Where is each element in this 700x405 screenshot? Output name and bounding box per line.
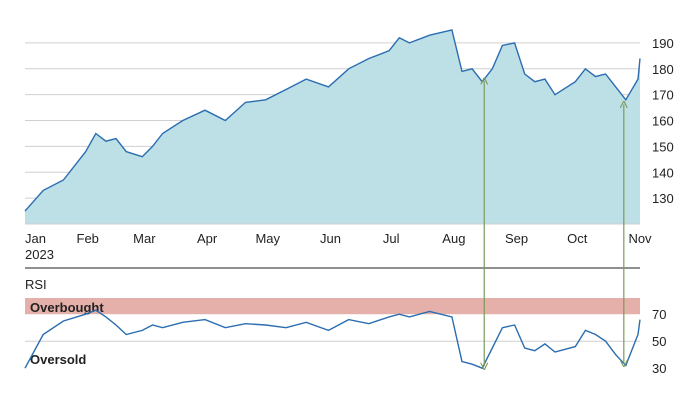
price-x-tick-label: Jan bbox=[25, 231, 46, 246]
price-x-tick-label: Apr bbox=[197, 231, 218, 246]
price-x-tick-label: Aug bbox=[442, 231, 465, 246]
divergence-arrows bbox=[484, 81, 624, 366]
rsi-y-tick-labels: 30 50 70 bbox=[652, 307, 666, 376]
price-y-tick-label: 140 bbox=[652, 165, 674, 180]
price-y-tick-label: 160 bbox=[652, 114, 674, 129]
price-x-tick-label: Jul bbox=[383, 231, 400, 246]
rsi-y-tick-label: 30 bbox=[652, 361, 666, 376]
price-y-tick-labels: 130 140 150 160 170 180 190 bbox=[652, 36, 674, 206]
price-x-tick-label: Mar bbox=[133, 231, 156, 246]
rsi-y-tick-label: 70 bbox=[652, 307, 666, 322]
price-line bbox=[24, 29, 641, 212]
price-x-tick-label: May bbox=[255, 231, 280, 246]
price-y-tick-label: 130 bbox=[652, 191, 674, 206]
rsi-y-tick-label: 50 bbox=[652, 334, 666, 349]
price-x-tick-labels: Jan Feb Mar Apr May Jun Jul Aug Sep Oct Nov bbox=[25, 231, 652, 246]
rsi-title: RSI bbox=[25, 277, 47, 292]
rsi-line bbox=[24, 309, 641, 370]
price-x-tick-label: Sep bbox=[505, 231, 528, 246]
price-area bbox=[25, 30, 640, 224]
price-x-tick-label: Feb bbox=[77, 231, 99, 246]
price-x-tick-label: Jun bbox=[320, 231, 341, 246]
price-y-tick-label: 170 bbox=[652, 88, 674, 103]
price-x-tick-label: Nov bbox=[628, 231, 652, 246]
price-y-tick-label: 180 bbox=[652, 62, 674, 77]
x-year-label: 2023 bbox=[25, 247, 54, 262]
price-y-tick-label: 150 bbox=[652, 139, 674, 154]
overbought-label: Overbought bbox=[30, 300, 104, 315]
overbought-band bbox=[25, 298, 640, 315]
price-x-tick-label: Oct bbox=[567, 231, 588, 246]
price-y-tick-label: 190 bbox=[652, 36, 674, 51]
oversold-label: Oversold bbox=[30, 352, 86, 367]
